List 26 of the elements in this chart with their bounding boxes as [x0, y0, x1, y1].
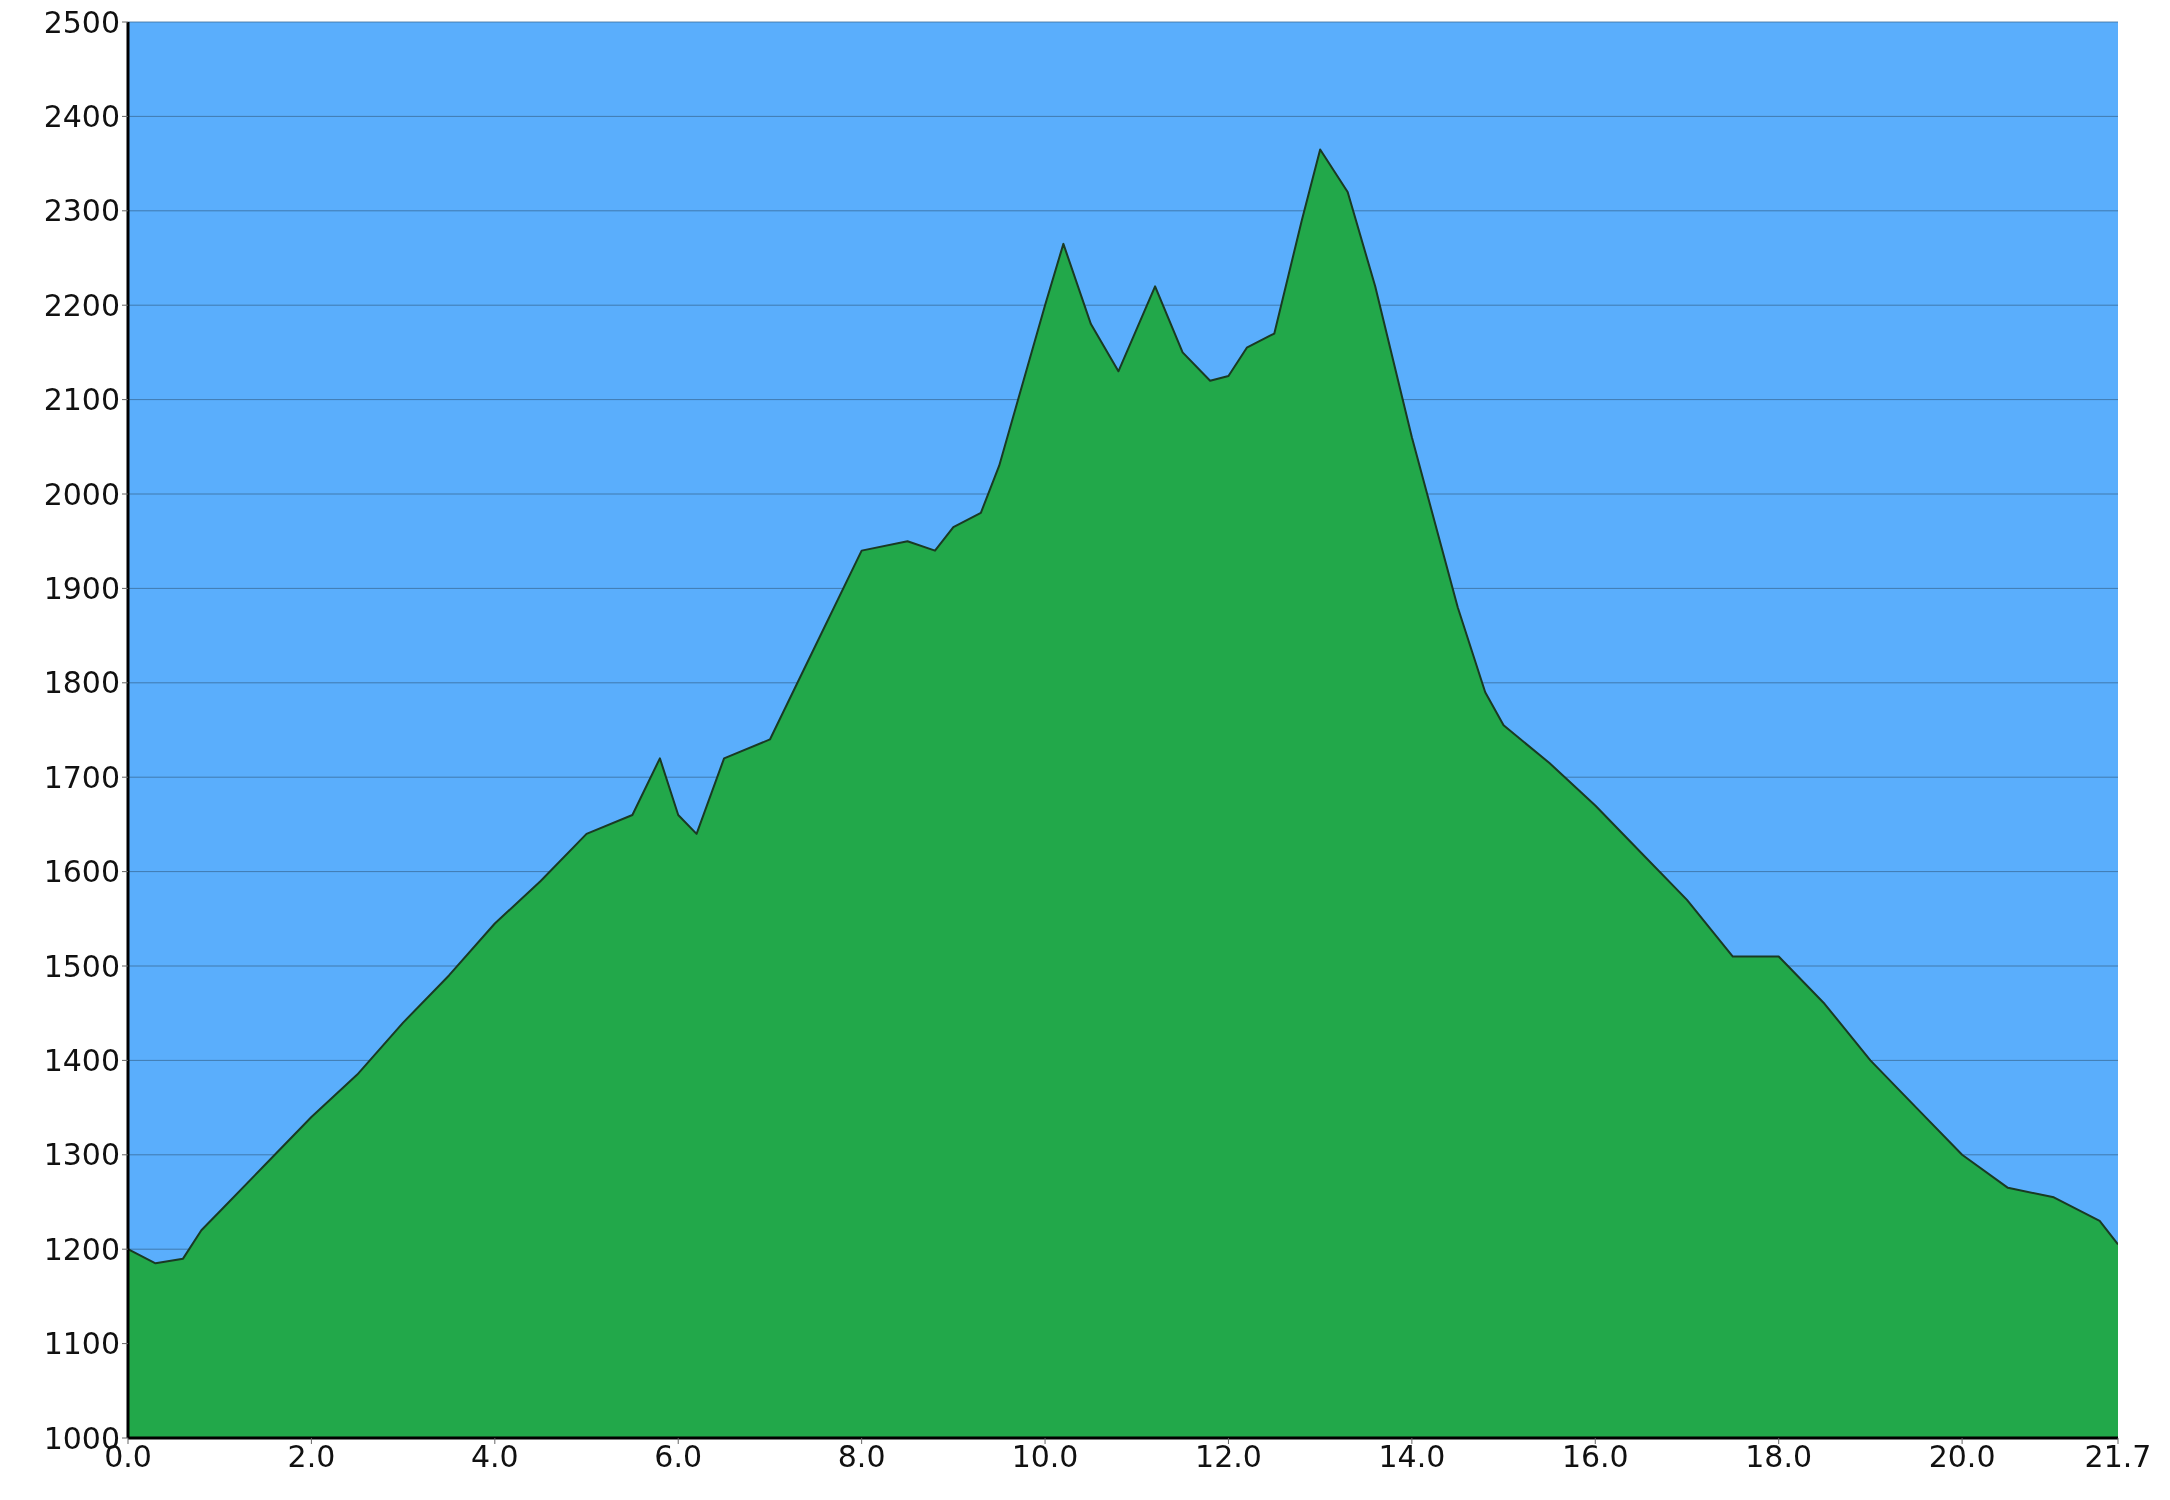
x-tick-label: 8.0 — [837, 1439, 886, 1475]
y-tick-label: 1600 — [43, 854, 120, 890]
y-tick-label: 1900 — [43, 571, 120, 607]
y-tick-label: 1700 — [43, 759, 120, 795]
y-tick-label: 1800 — [43, 665, 120, 701]
y-tick-label: 2400 — [43, 99, 120, 135]
y-tick-label: 2000 — [43, 476, 120, 512]
y-tick-label: 1500 — [43, 948, 120, 984]
x-tick-label: 14.0 — [1378, 1439, 1446, 1475]
y-tick-label: 1200 — [43, 1231, 120, 1267]
x-tick-label: 2.0 — [287, 1439, 336, 1475]
y-tick-label: 1300 — [43, 1137, 120, 1173]
y-tick-label: 2300 — [43, 193, 120, 229]
x-tick-label: 21.7 — [2084, 1439, 2152, 1475]
y-tick-label: 2500 — [43, 4, 120, 40]
x-tick-label: 20.0 — [1928, 1439, 1996, 1475]
x-tick-label: 16.0 — [1561, 1439, 1629, 1475]
x-tick-label: 4.0 — [470, 1439, 519, 1475]
x-tick-label: 12.0 — [1195, 1439, 1262, 1475]
y-tick-label: 2200 — [43, 287, 120, 323]
y-tick-label: 1100 — [43, 1326, 120, 1362]
y-tick-label: 1400 — [43, 1043, 120, 1079]
y-tick-label: 2100 — [43, 382, 120, 418]
x-tick-label: 6.0 — [654, 1439, 703, 1475]
x-tick-label: 18.0 — [1745, 1439, 1813, 1475]
x-tick-label: 10.0 — [1011, 1439, 1079, 1475]
